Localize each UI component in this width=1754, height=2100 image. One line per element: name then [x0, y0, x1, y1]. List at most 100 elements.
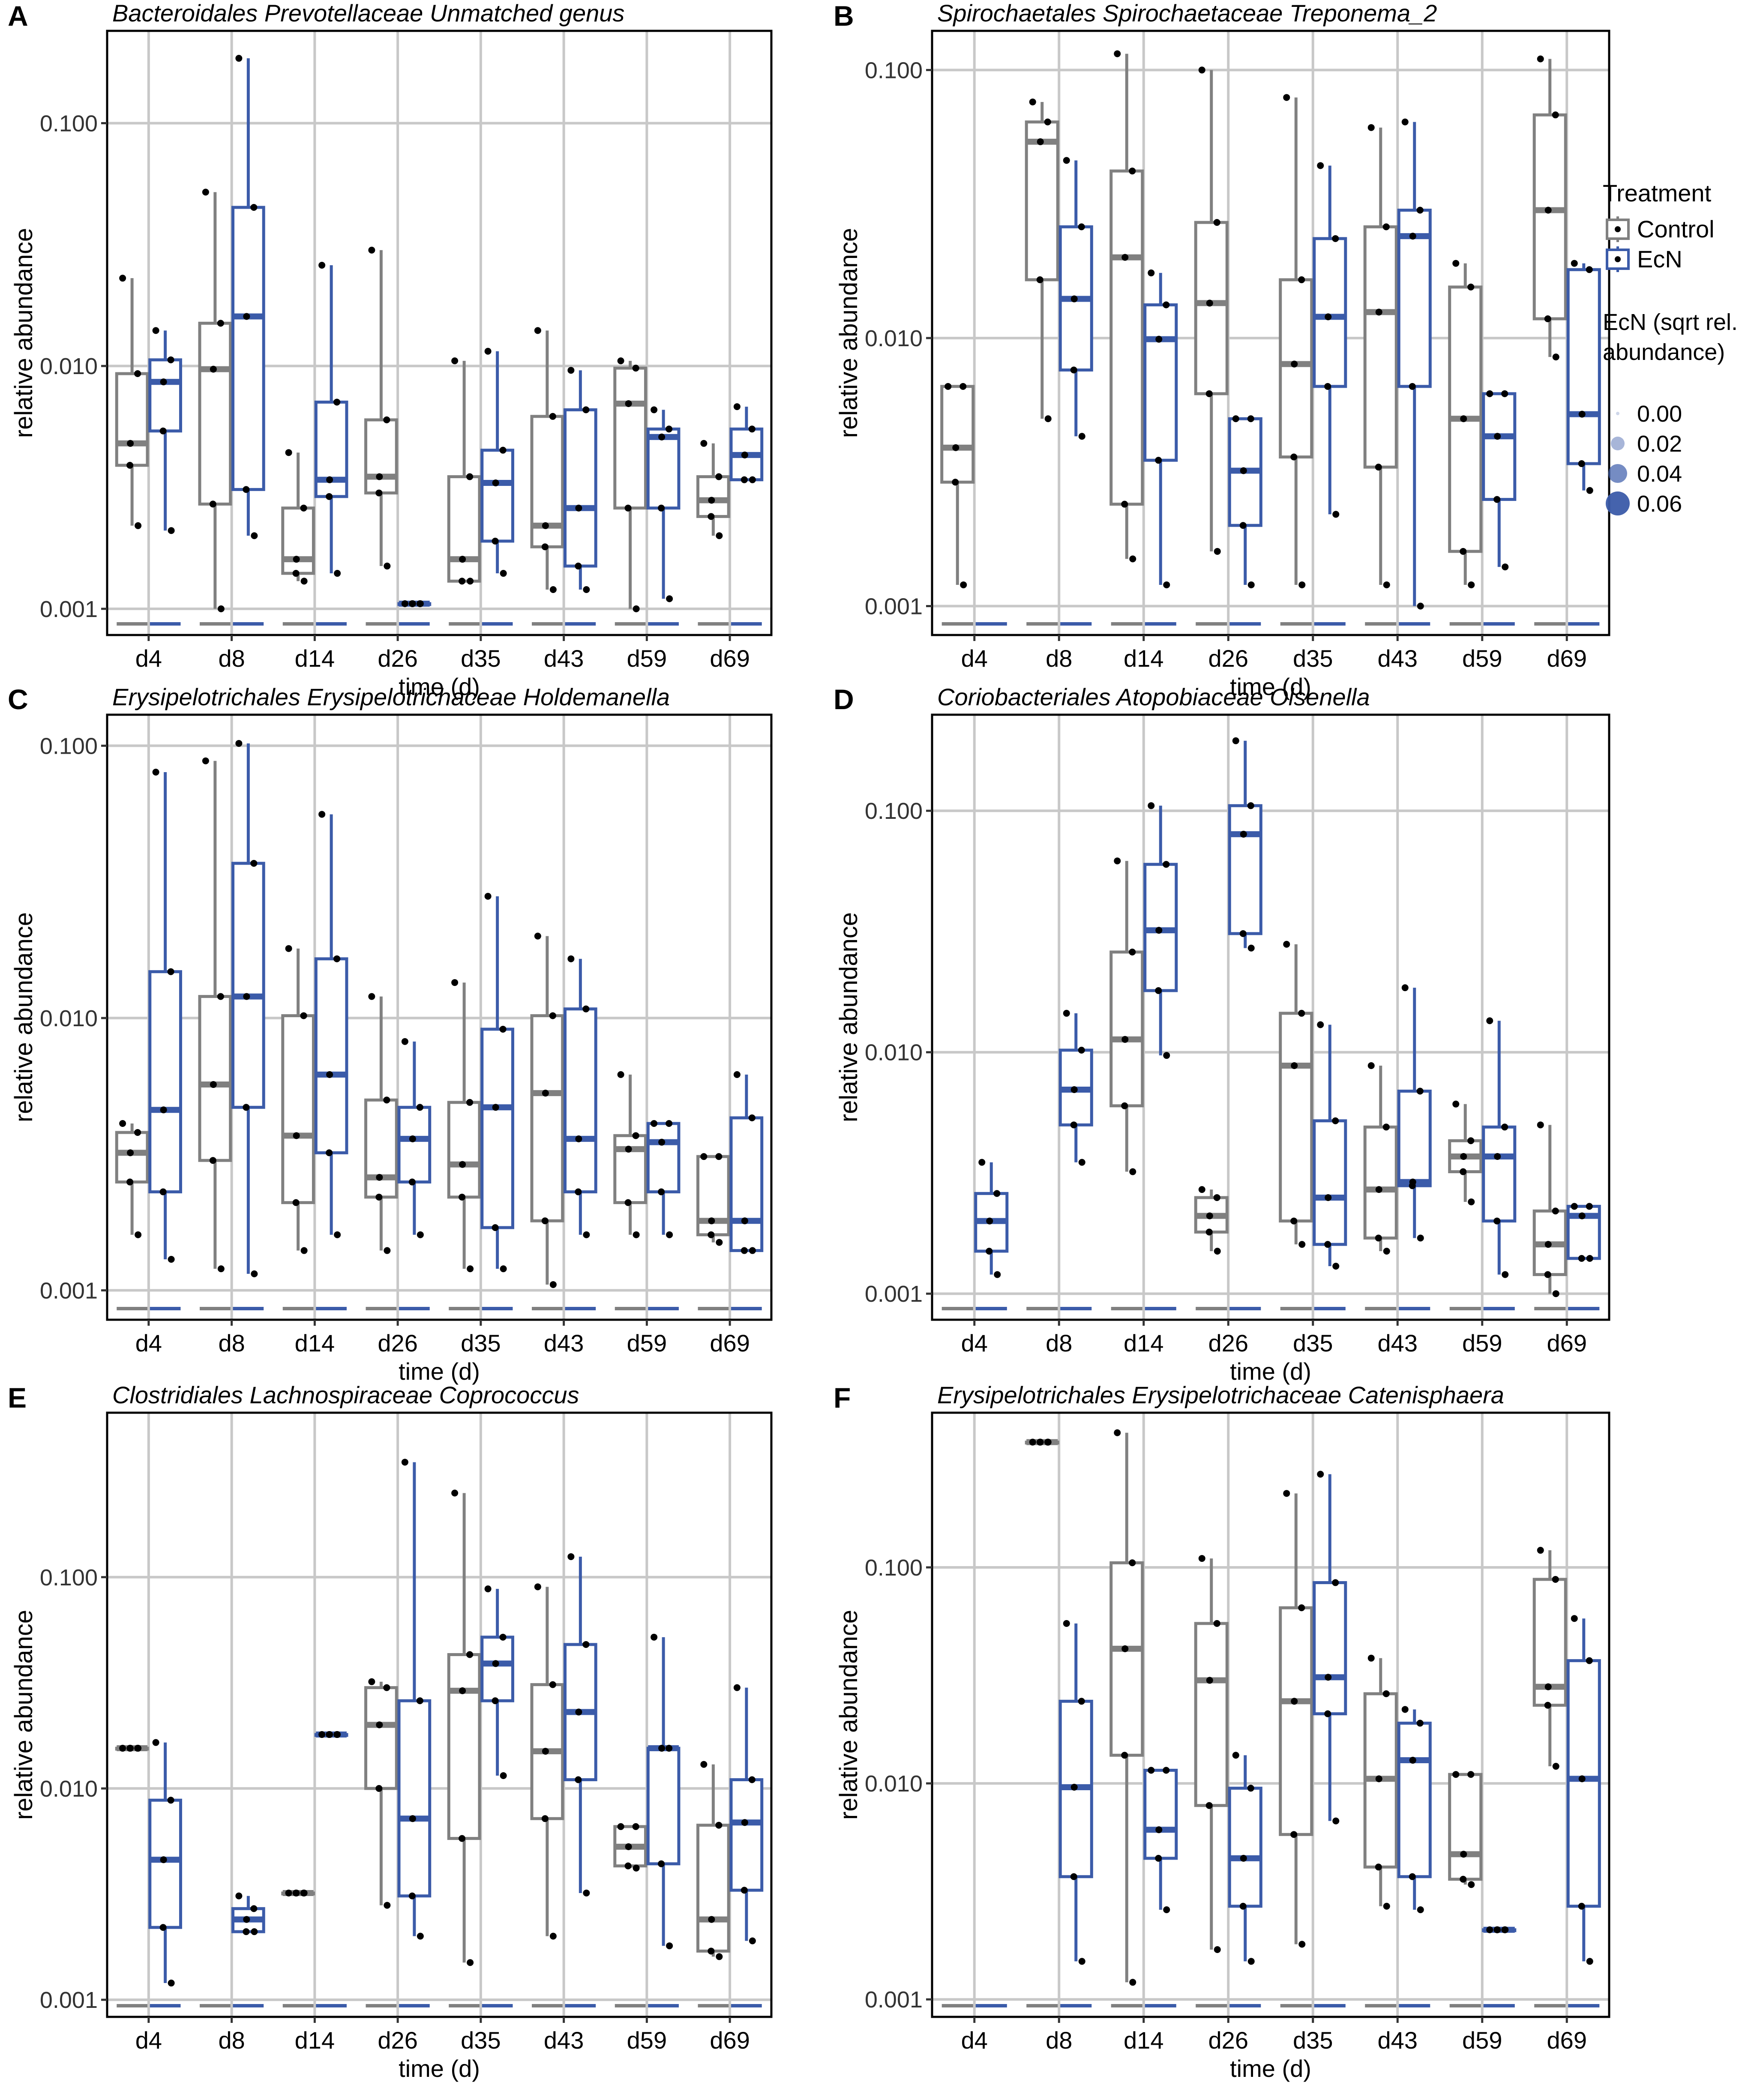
data-point — [459, 1687, 466, 1694]
data-point — [300, 504, 307, 512]
data-point — [716, 532, 723, 539]
data-point — [1155, 457, 1162, 464]
data-point — [1155, 1826, 1163, 1833]
data-point — [666, 1942, 673, 1950]
x-tick-label: d59 — [627, 1330, 667, 1357]
box-control-d35 — [447, 1489, 481, 1966]
box-iqr — [613, 366, 647, 510]
data-point — [1486, 1926, 1493, 1933]
box-ecn-d43 — [1397, 118, 1432, 610]
y-tick-label: 0.100 — [40, 111, 98, 136]
data-point — [700, 1761, 708, 1768]
box-control-d4 — [115, 1745, 149, 1752]
data-point — [1544, 1702, 1551, 1709]
x-tick-label: d35 — [1293, 1330, 1333, 1357]
data-point — [542, 522, 549, 529]
data-point — [1070, 366, 1077, 374]
data-point — [1129, 1979, 1136, 1986]
data-point — [1206, 1212, 1213, 1219]
x-tick-label: d4 — [135, 1330, 162, 1357]
data-point — [1148, 269, 1155, 276]
data-point — [1375, 1775, 1382, 1782]
data-point — [300, 578, 308, 585]
box-iqr — [1482, 392, 1517, 501]
data-point — [1552, 1290, 1559, 1297]
x-tick-label: d69 — [710, 1330, 750, 1357]
data-point — [1467, 283, 1475, 291]
data-point — [1332, 1262, 1340, 1270]
box-ecn-d26 — [1228, 415, 1262, 588]
data-point — [1416, 1720, 1424, 1727]
data-point — [959, 383, 967, 390]
data-point — [1552, 353, 1559, 361]
gridlines — [932, 715, 1609, 1320]
data-point — [549, 413, 556, 420]
data-point — [1063, 1010, 1070, 1017]
data-point — [1586, 1657, 1593, 1664]
data-point — [700, 440, 708, 447]
box-control-d43 — [1363, 1062, 1398, 1255]
data-point — [1121, 1752, 1128, 1759]
data-point — [235, 740, 243, 747]
data-point — [499, 446, 507, 454]
data-point — [451, 1489, 459, 1497]
data-point — [459, 578, 466, 585]
data-point — [134, 1129, 141, 1136]
box-control-d8 — [1025, 1438, 1059, 1446]
box-ecn-d69 — [729, 403, 764, 483]
box-iqr — [198, 995, 232, 1162]
data-point — [1155, 927, 1163, 934]
data-point — [741, 1819, 748, 1826]
box-ecn-d8 — [1058, 157, 1093, 440]
data-point — [251, 1270, 258, 1277]
data-point — [1240, 830, 1247, 838]
data-point — [209, 500, 216, 508]
box-control-d35 — [1279, 1490, 1313, 1948]
data-point — [1382, 1690, 1390, 1697]
data-point — [293, 1889, 300, 1896]
data-point — [1332, 1817, 1340, 1824]
panel-title: Bacteroidales Prevotellaceae Unmatched g… — [112, 0, 624, 27]
data-point — [1493, 496, 1501, 503]
y-tick-label: 0.001 — [40, 596, 98, 622]
data-point — [575, 563, 582, 570]
box-iqr — [646, 1122, 681, 1194]
x-tick-label: d59 — [1462, 645, 1502, 672]
data-point — [1206, 1677, 1213, 1684]
data-point — [1552, 1576, 1559, 1583]
data-point — [384, 1247, 391, 1254]
box-ecn-d43 — [1397, 984, 1432, 1242]
data-point — [1121, 1102, 1128, 1109]
data-point — [749, 1247, 756, 1254]
data-point — [416, 1697, 423, 1705]
data-point — [1467, 1137, 1475, 1144]
data-point — [168, 1256, 175, 1263]
data-point — [1552, 111, 1559, 119]
data-point — [326, 1149, 333, 1156]
data-point — [1121, 254, 1129, 261]
data-point — [1213, 219, 1220, 226]
data-point — [542, 1748, 549, 1755]
data-point — [1375, 309, 1382, 316]
data-point — [160, 1856, 167, 1863]
legend-size-dot — [1616, 412, 1619, 415]
data-point — [1501, 390, 1508, 397]
data-point — [1148, 1767, 1155, 1774]
box-ecn-d43 — [564, 1553, 597, 1896]
data-point — [575, 1188, 582, 1195]
data-point — [368, 246, 375, 254]
y-tick-label: 0.010 — [40, 1776, 98, 1802]
box-iqr — [564, 408, 597, 568]
panel-label: F — [834, 1382, 851, 1414]
box-ecn-d69 — [1566, 260, 1601, 494]
box-ecn-d14 — [1143, 1767, 1178, 1914]
box-iqr — [1482, 1125, 1517, 1223]
box-ecn-d59 — [646, 1120, 681, 1238]
data-point — [243, 486, 250, 493]
x-tick-label: d43 — [1378, 645, 1418, 672]
data-point — [666, 425, 673, 433]
data-point — [492, 1660, 499, 1667]
data-point — [135, 522, 142, 529]
data-point — [1452, 1100, 1460, 1108]
